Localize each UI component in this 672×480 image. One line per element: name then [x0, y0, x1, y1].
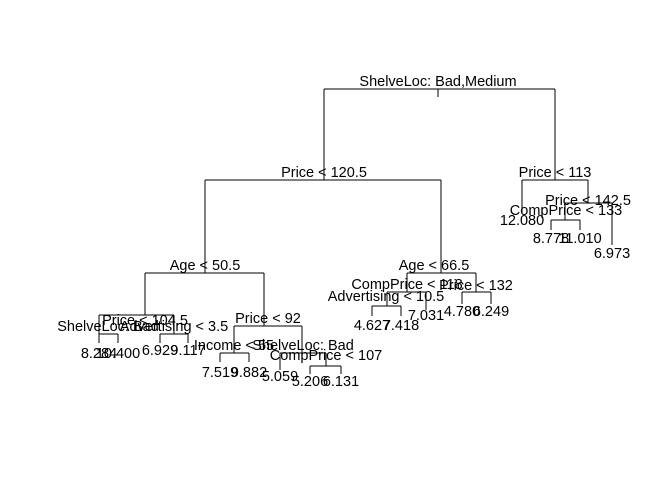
- leaf-value: 5.059: [262, 369, 298, 385]
- split-label-lrl: CompPrice < 118: [351, 277, 462, 293]
- leaf-value: 9.882: [231, 365, 267, 381]
- leaf-value: 7.031: [408, 308, 444, 324]
- tree-branches: [98, 88, 613, 374]
- leaf-value: 12.080: [500, 213, 544, 229]
- split-label-llll: ShelveLoc: Bad: [57, 319, 159, 335]
- leaf-value: 6.249: [473, 304, 509, 320]
- split-label-lrll: Advertising < 10.5: [328, 289, 444, 305]
- split-label-lllr: Advertising < 3.5: [120, 319, 228, 335]
- split-label-root: ShelveLoc: Bad,Medium: [359, 74, 516, 90]
- leaf-value: 6.929: [142, 343, 178, 359]
- split-label-ll: Age < 50.5: [170, 258, 241, 274]
- split-label-lll: Price < 104.5: [102, 313, 188, 329]
- split-label-llrrr: CompPrice < 107: [270, 348, 382, 364]
- leaf-value: 6.973: [594, 246, 630, 262]
- split-label-lrr: Price < 132: [439, 278, 513, 294]
- split-label-l: Price < 120.5: [281, 165, 367, 181]
- leaf-value: 7.519: [202, 365, 238, 381]
- split-label-llrr: ShelveLoc: Bad: [252, 338, 354, 354]
- split-labels: ShelveLoc: Bad,Medium Price < 120.5 Age …: [57, 74, 631, 364]
- leaf-value: 6.131: [323, 374, 359, 390]
- split-label-rrl: CompPrice < 133: [510, 203, 622, 219]
- leaf-value: 5.206: [292, 374, 328, 390]
- split-label-rr: Price < 142.5: [545, 193, 631, 209]
- leaf-value: 8.284: [81, 346, 117, 362]
- leaf-value: 11.010: [558, 231, 601, 247]
- leaf-value: 4.780: [444, 304, 480, 320]
- leaf-value: 8.778: [533, 231, 569, 247]
- leaf-values: 8.284 10.400 6.929 9.117 7.519 9.882 5.0…: [81, 213, 630, 390]
- split-label-llrl: Income < 55: [194, 338, 274, 354]
- split-label-llr: Price < 92: [235, 311, 301, 327]
- leaf-value: 4.627: [354, 318, 390, 334]
- split-label-lr: Age < 66.5: [399, 258, 470, 274]
- split-label-r: Price < 113: [519, 165, 592, 181]
- leaf-value: 7.418: [383, 318, 419, 334]
- leaf-value: 10.400: [96, 346, 140, 362]
- leaf-value: 9.117: [170, 343, 205, 359]
